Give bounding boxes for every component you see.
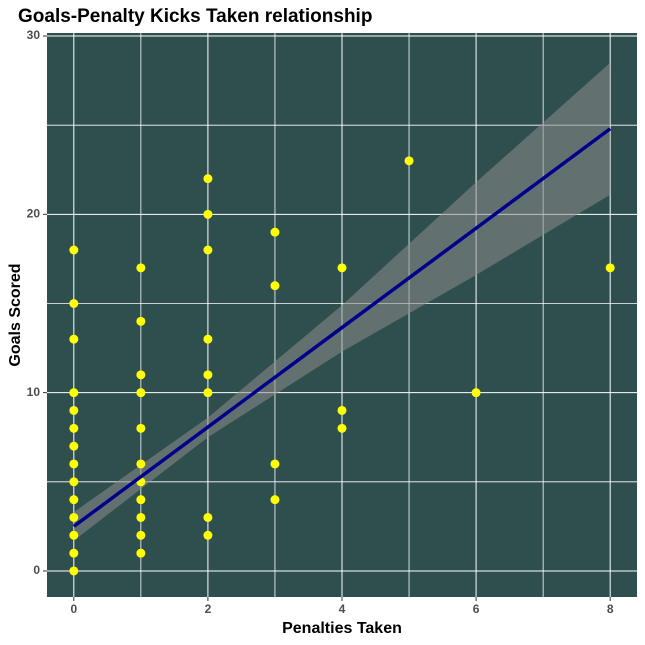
point (69, 459, 79, 469)
point (136, 530, 146, 540)
point (203, 530, 213, 540)
point (270, 495, 280, 505)
point (136, 495, 146, 505)
point (203, 245, 213, 255)
x-tick-label: 4 (339, 602, 346, 616)
point (270, 281, 280, 291)
x-tick-label: 2 (205, 602, 212, 616)
point (203, 512, 213, 522)
point (337, 423, 347, 433)
y-tick-label: 0 (33, 563, 40, 577)
point (136, 459, 146, 469)
point (69, 548, 79, 558)
y-axis-label: Goals Scored (7, 263, 24, 366)
point (136, 548, 146, 558)
point (270, 459, 280, 469)
y-tick-label: 20 (27, 207, 41, 221)
point (605, 263, 615, 273)
fit-line (72, 127, 612, 528)
point (136, 316, 146, 326)
point (203, 334, 213, 344)
point (69, 477, 79, 487)
point (203, 388, 213, 398)
point (69, 512, 79, 522)
y-tick-label: 10 (27, 385, 41, 399)
point (203, 370, 213, 380)
point (136, 423, 146, 433)
point (136, 512, 146, 522)
x-tick-label: 8 (607, 602, 614, 616)
point (69, 388, 79, 398)
point (270, 227, 280, 237)
point (471, 388, 481, 398)
y-tick-label: 30 (27, 28, 41, 42)
point (69, 423, 79, 433)
point (136, 263, 146, 273)
point (69, 530, 79, 540)
confidence-band (73, 62, 611, 541)
point (203, 174, 213, 184)
point (203, 209, 213, 219)
point (69, 495, 79, 505)
point (404, 156, 414, 166)
point (136, 370, 146, 380)
point (337, 263, 347, 273)
point (69, 405, 79, 415)
chart-title: Goals-Penalty Kicks Taken relationship (18, 6, 372, 27)
point (136, 388, 146, 398)
point (69, 566, 79, 576)
point (69, 245, 79, 255)
x-tick-label: 0 (70, 602, 77, 616)
point (337, 405, 347, 415)
x-tick-label: 6 (473, 602, 480, 616)
point (69, 334, 79, 344)
point (69, 298, 79, 308)
x-axis-label: Penalties Taken (282, 620, 402, 637)
point (69, 441, 79, 451)
